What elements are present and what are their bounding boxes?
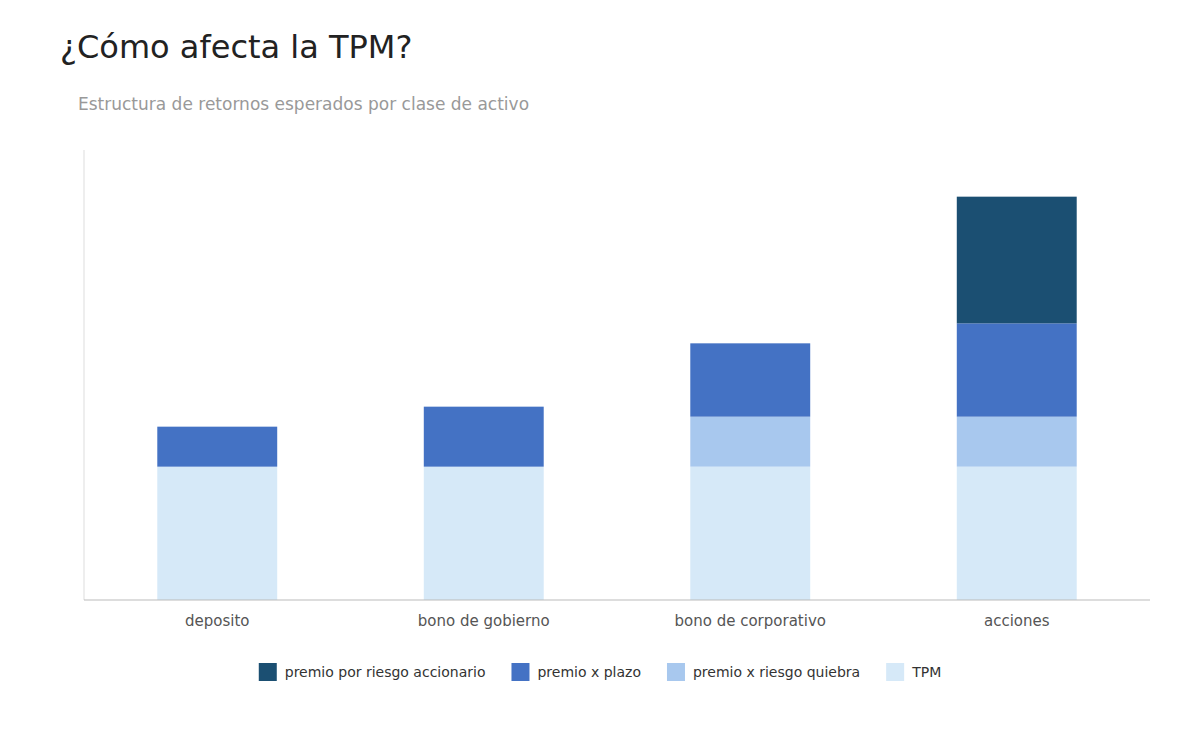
legend-swatch [667, 663, 685, 681]
bar-segment [424, 467, 544, 600]
bar-segment [157, 467, 277, 600]
legend-swatch [259, 663, 277, 681]
bar-segment [957, 197, 1077, 324]
x-tick-label: bono de corporativo [675, 612, 826, 630]
legend-label: premio x riesgo quiebra [693, 664, 860, 680]
legend-swatch [511, 663, 529, 681]
legend-label: premio por riesgo accionario [285, 664, 486, 680]
bar-segment [424, 406, 544, 407]
x-tick-label: deposito [185, 612, 250, 630]
bar-segment [957, 417, 1077, 467]
title: ¿Cómo afecta la TPM? [60, 28, 412, 66]
legend-label: premio x plazo [537, 664, 641, 680]
bar-segment [690, 467, 810, 600]
legend: premio por riesgo accionario premio x pla… [259, 663, 941, 681]
bar-segment [957, 467, 1077, 600]
bar-segment [690, 417, 810, 467]
bar-segment [957, 323, 1077, 416]
y-axis-line [84, 150, 85, 600]
bar-segment [690, 343, 810, 344]
bar-segment [690, 343, 810, 416]
subtitle: Estructura de retornos esperados por cla… [78, 94, 529, 114]
x-axis-line [84, 600, 1150, 601]
chart-svg: ¿Cómo afecta la TPM? Estructura de retorn… [0, 0, 1200, 742]
x-tick-label: bono de gobierno [418, 612, 550, 630]
legend-swatch [886, 663, 904, 681]
chart-container: ¿Cómo afecta la TPM? Estructura de retorn… [0, 0, 1200, 742]
legend-label: TPM [911, 664, 941, 680]
bar-segment [157, 427, 277, 467]
background [0, 0, 1200, 742]
bar-segment [424, 407, 544, 467]
bar-segment [157, 426, 277, 427]
bars [157, 197, 1076, 600]
x-tick-label: acciones [984, 612, 1050, 630]
